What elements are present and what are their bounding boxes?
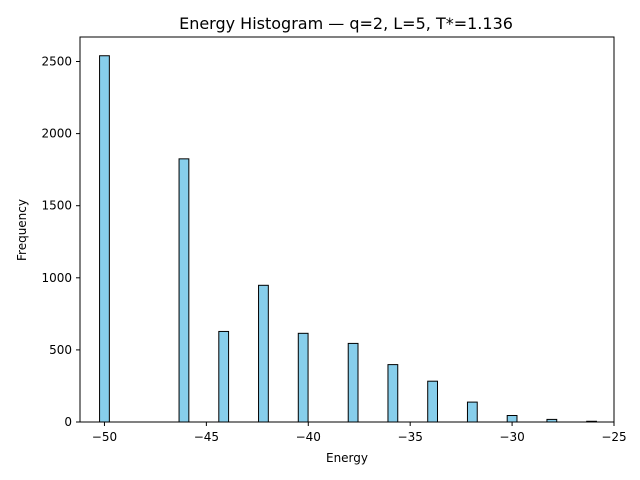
histogram-bar-3	[258, 284, 269, 423]
y-tick-label: 1000	[41, 271, 72, 285]
bars-group	[99, 55, 597, 423]
x-tick-label: −30	[499, 430, 524, 444]
histogram-bar-2	[218, 330, 230, 423]
x-tick-label: −25	[601, 430, 626, 444]
x-tick-label: −40	[296, 430, 321, 444]
histogram-bar-6	[387, 364, 399, 423]
histogram-bar-7	[427, 380, 438, 423]
y-tick-label: 0	[64, 415, 72, 429]
histogram-bar-1	[178, 158, 190, 423]
chart-title: Energy Histogram — q=2, L=5, T*=1.136	[179, 14, 513, 33]
y-tick-label: 2500	[41, 55, 72, 69]
x-tick-label: −45	[194, 430, 219, 444]
histogram-bar-5	[347, 342, 359, 423]
y-axis-ticks: 0 500 1000 1500 2000 2500	[41, 55, 80, 429]
y-tick-label: 2000	[41, 127, 72, 141]
x-tick-label: −35	[398, 430, 423, 444]
histogram-bar-4	[297, 332, 309, 423]
x-axis-label: Energy	[326, 451, 368, 465]
histogram-bar-0	[99, 55, 110, 423]
y-axis-label: Frequency	[15, 199, 29, 261]
y-tick-label: 500	[49, 343, 72, 357]
x-axis-ticks: −50 −45 −40 −35 −30 −25	[92, 422, 627, 444]
x-tick-label: −50	[92, 430, 117, 444]
plot-frame	[79, 36, 615, 423]
histogram-bar-9	[506, 415, 518, 423]
histogram-bar-8	[466, 401, 478, 423]
y-tick-label: 1500	[41, 199, 72, 213]
